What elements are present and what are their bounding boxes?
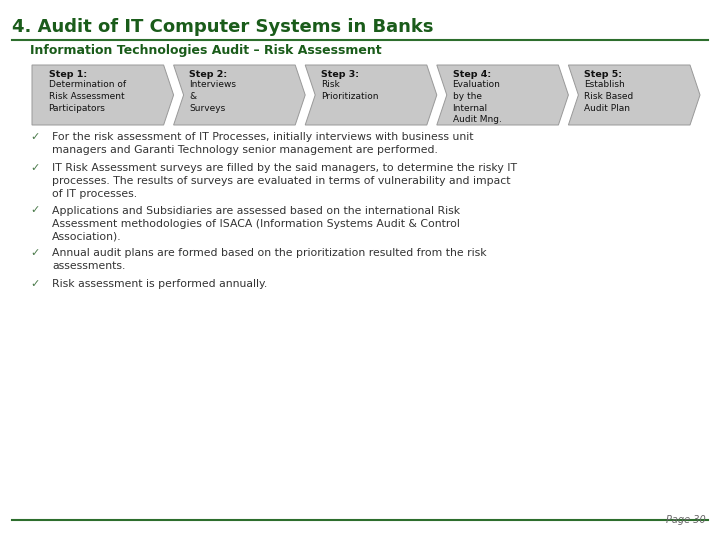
Text: Information Technologies Audit – Risk Assessment: Information Technologies Audit – Risk As… [30, 44, 382, 57]
Text: Annual audit plans are formed based on the prioritization resulted from the risk: Annual audit plans are formed based on t… [52, 248, 487, 271]
Text: Evaluation
by the
Internal
Audit Mng.: Evaluation by the Internal Audit Mng. [453, 80, 501, 124]
Text: Risk
Prioritization: Risk Prioritization [321, 80, 379, 101]
Text: Step 3:: Step 3: [321, 70, 359, 79]
Polygon shape [305, 65, 437, 125]
Text: Step 5:: Step 5: [584, 70, 622, 79]
Text: ✓: ✓ [30, 132, 40, 142]
Polygon shape [32, 65, 174, 125]
Polygon shape [174, 65, 305, 125]
Text: ✓: ✓ [30, 163, 40, 173]
Polygon shape [437, 65, 568, 125]
Text: Step 2:: Step 2: [189, 70, 228, 79]
Text: Establish
Risk Based
Audit Plan: Establish Risk Based Audit Plan [584, 80, 634, 113]
Text: 4. Audit of IT Computer Systems in Banks: 4. Audit of IT Computer Systems in Banks [12, 18, 433, 36]
Text: Step 4:: Step 4: [453, 70, 490, 79]
Text: Determination of
Risk Assessment
Participators: Determination of Risk Assessment Partici… [48, 80, 126, 113]
Text: Risk assessment is performed annually.: Risk assessment is performed annually. [52, 279, 267, 289]
Text: For the risk assessment of IT Processes, initially interviews with business unit: For the risk assessment of IT Processes,… [52, 132, 474, 155]
Text: ✓: ✓ [30, 206, 40, 215]
Polygon shape [568, 65, 700, 125]
Text: Page 30: Page 30 [666, 515, 706, 525]
Text: ✓: ✓ [30, 248, 40, 258]
Text: ✓: ✓ [30, 279, 40, 289]
Text: IT Risk Assessment surveys are filled by the said managers, to determine the ris: IT Risk Assessment surveys are filled by… [52, 163, 517, 199]
Text: Step 1:: Step 1: [48, 70, 86, 79]
Text: Interviews
&
Surveys: Interviews & Surveys [189, 80, 236, 113]
Text: Applications and Subsidiaries are assessed based on the international Risk
Asses: Applications and Subsidiaries are assess… [52, 206, 460, 241]
